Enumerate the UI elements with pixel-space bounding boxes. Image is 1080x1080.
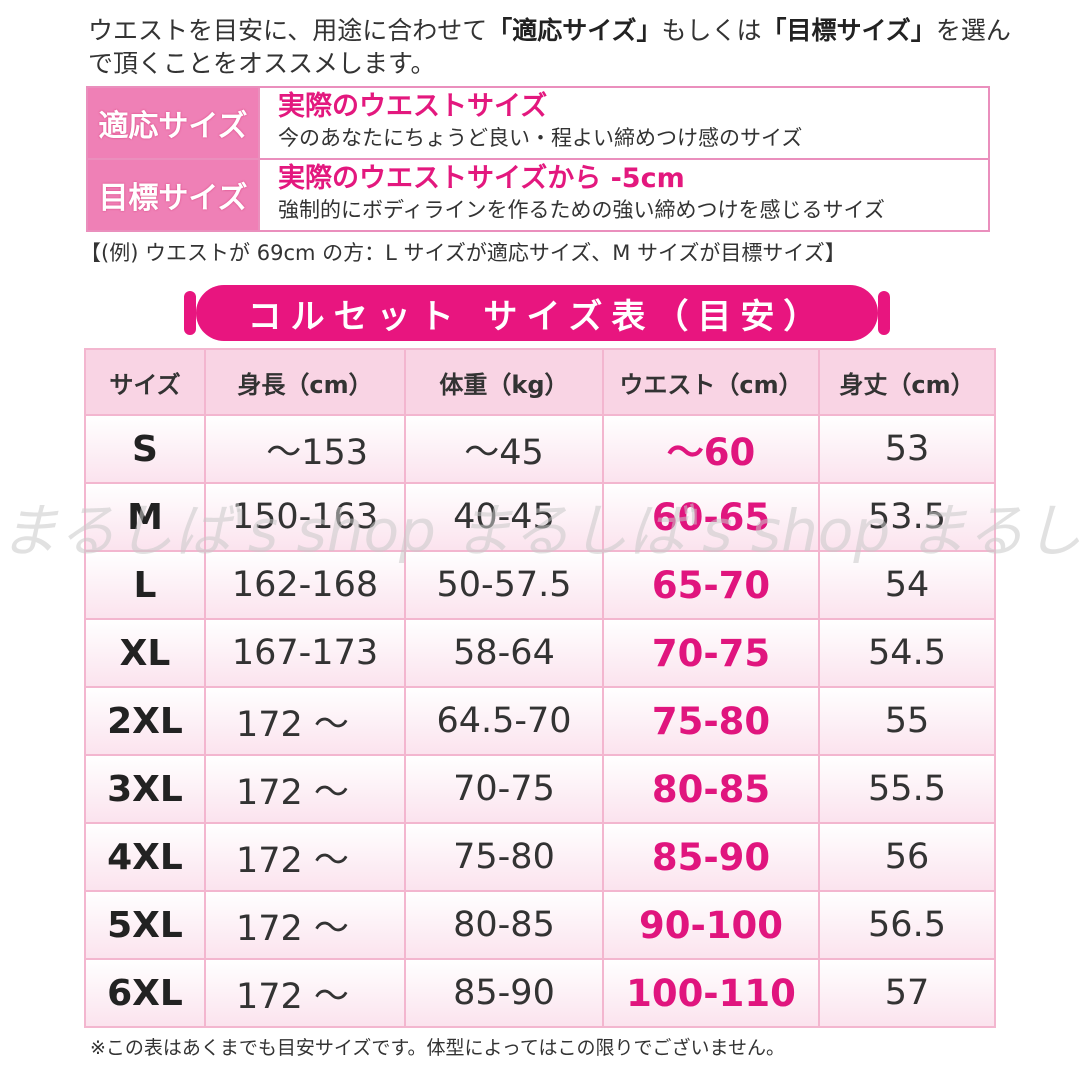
waist-cell: 85-90	[602, 822, 820, 892]
header-height: 身長（cm）	[204, 348, 406, 416]
definition-title: 実際のウエストサイズ	[278, 91, 548, 122]
height-cell: 172 ～	[204, 958, 406, 1028]
definition-row-target: 目標サイズ 実際のウエストサイズから -5cm 強制的にボディラインを作るための…	[88, 160, 988, 230]
waist-cell: 100-110	[602, 958, 820, 1028]
table-row: 6XL 172 ～ 85-90 100-110 57	[84, 958, 996, 1028]
header-size: サイズ	[84, 348, 206, 416]
size-cell: 5XL	[84, 890, 206, 960]
table-row: 2XL 172 ～ 64.5-70 75-80 55	[84, 686, 996, 756]
weight-cell: 58-64	[404, 618, 604, 688]
size-cell: 3XL	[84, 754, 206, 824]
length-cell: 56	[818, 822, 996, 892]
size-cell: L	[84, 550, 206, 620]
definition-title: 実際のウエストサイズから -5cm	[278, 163, 685, 194]
weight-cell: 40-45	[404, 482, 604, 552]
definition-description: 強制的にボディラインを作るための強い締めつけを感じるサイズ	[278, 198, 885, 222]
length-cell: 55	[818, 686, 996, 756]
definition-description: 今のあなたにちょうど良い・程よい締めつけ感のサイズ	[278, 126, 803, 150]
waist-cell: 90-100	[602, 890, 820, 960]
header-length: 身丈（cm）	[818, 348, 996, 416]
waist-cell: 75-80	[602, 686, 820, 756]
waist-cell: 70-75	[602, 618, 820, 688]
weight-cell: 80-85	[404, 890, 604, 960]
size-cell: 6XL	[84, 958, 206, 1028]
length-cell: 56.5	[818, 890, 996, 960]
table-row: S ～153 ～45 ～60 53	[84, 414, 996, 484]
size-definition-box: 適応サイズ 実際のウエストサイズ 今のあなたにちょうど良い・程よい締めつけ感のサ…	[86, 86, 990, 232]
length-cell: 57	[818, 958, 996, 1028]
table-header-row: サイズ 身長（cm） 体重（kg） ウエスト（cm） 身丈（cm）	[84, 348, 996, 416]
height-cell: 172 ～	[204, 822, 406, 892]
table-row: L 162-168 50-57.5 65-70 54	[84, 550, 996, 620]
size-table: サイズ 身長（cm） 体重（kg） ウエスト（cm） 身丈（cm） S ～153 ～…	[84, 348, 996, 1028]
height-cell: 167-173	[204, 618, 406, 688]
weight-cell: ～45	[404, 414, 604, 484]
size-chart-banner: コルセット サイズ表（目安）	[184, 285, 890, 341]
waist-cell: 60-65	[602, 482, 820, 552]
height-cell: 172 ～	[204, 754, 406, 824]
definition-label: 目標サイズ	[88, 160, 260, 230]
intro-part-1: ウエストを目安に、用途に合わせて	[88, 16, 488, 45]
waist-cell: ～60	[602, 414, 820, 484]
table-body: S ～153 ～45 ～60 53 M 150-163 40-45 60-65 53.5 L 162-…	[84, 414, 996, 1028]
intro-term-fit-size: 「適応サイズ」	[487, 16, 662, 45]
size-cell: 2XL	[84, 686, 206, 756]
table-row: 5XL 172 ～ 80-85 90-100 56.5	[84, 890, 996, 960]
weight-cell: 75-80	[404, 822, 604, 892]
height-cell: ～153	[204, 414, 406, 484]
size-cell: M	[84, 482, 206, 552]
intro-part-3: を選んで頂くことをオススメします。	[88, 16, 1011, 78]
height-cell: 172 ～	[204, 890, 406, 960]
weight-cell: 64.5-70	[404, 686, 604, 756]
example-text: 【(例) ウエストが 69cm の方：L サイズが適応サイズ、M サイズが目標サ…	[80, 241, 846, 265]
weight-cell: 85-90	[404, 958, 604, 1028]
header-weight: 体重（kg）	[404, 348, 604, 416]
intro-term-target-size: 「目標サイズ」	[761, 16, 936, 45]
size-cell: XL	[84, 618, 206, 688]
intro-part-2: もしくは	[661, 16, 762, 45]
definition-row-fit: 適応サイズ 実際のウエストサイズ 今のあなたにちょうど良い・程よい締めつけ感のサ…	[88, 88, 988, 160]
table-row: 3XL 172 ～ 70-75 80-85 55.5	[84, 754, 996, 824]
length-cell: 54	[818, 550, 996, 620]
intro-text: ウエストを目安に、用途に合わせて「適応サイズ」もしくは「目標サイズ」を選んで頂く…	[88, 14, 1018, 80]
height-cell: 162-168	[204, 550, 406, 620]
table-row: 4XL 172 ～ 75-80 85-90 56	[84, 822, 996, 892]
disclaimer-note: ※この表はあくまでも目安サイズです。体型によってはこの限りでございません。	[90, 1037, 785, 1059]
waist-cell: 65-70	[602, 550, 820, 620]
size-cell: S	[84, 414, 206, 484]
waist-cell: 80-85	[602, 754, 820, 824]
length-cell: 54.5	[818, 618, 996, 688]
length-cell: 55.5	[818, 754, 996, 824]
weight-cell: 50-57.5	[404, 550, 604, 620]
height-cell: 172 ～	[204, 686, 406, 756]
size-cell: 4XL	[84, 822, 206, 892]
definition-label: 適応サイズ	[88, 88, 260, 158]
height-cell: 150-163	[204, 482, 406, 552]
header-waist: ウエスト（cm）	[602, 348, 820, 416]
table-row: XL 167-173 58-64 70-75 54.5	[84, 618, 996, 688]
table-row: M 150-163 40-45 60-65 53.5	[84, 482, 996, 552]
length-cell: 53.5	[818, 482, 996, 552]
weight-cell: 70-75	[404, 754, 604, 824]
length-cell: 53	[818, 414, 996, 484]
